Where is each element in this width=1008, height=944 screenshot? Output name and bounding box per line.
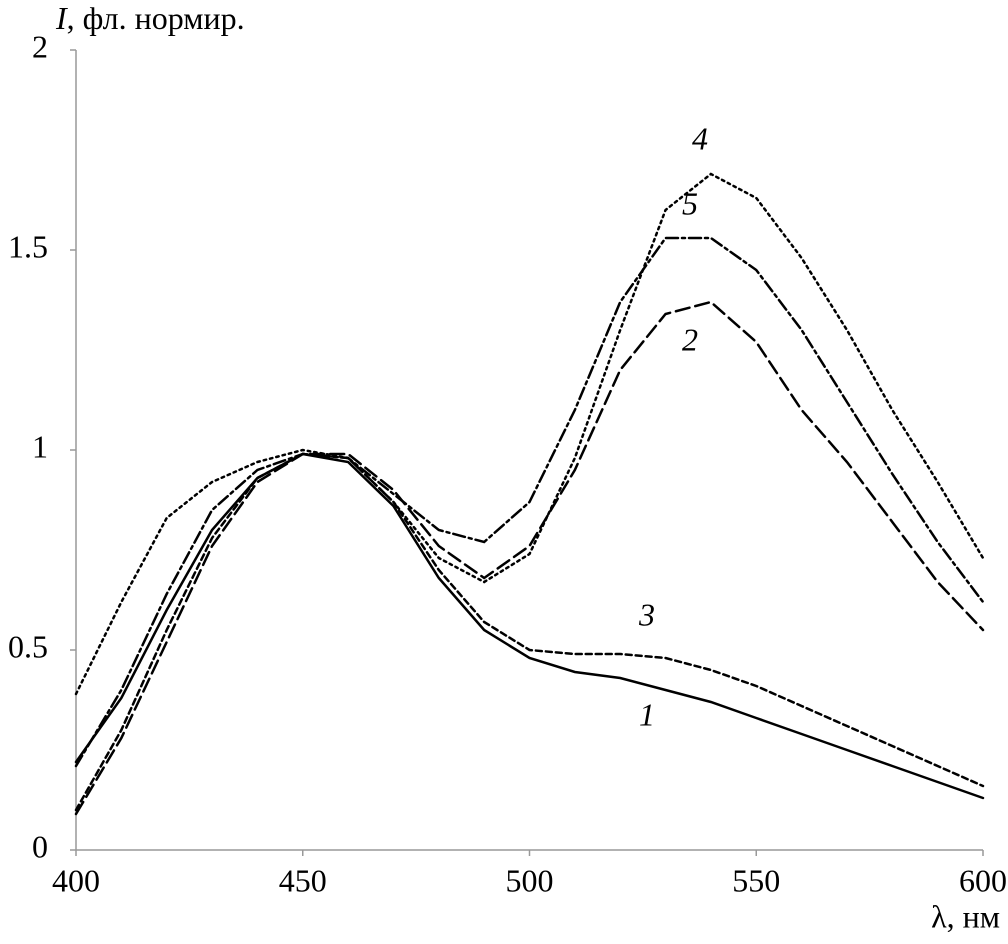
curve-label: 3 [638,596,655,632]
y-tick-label: 1.5 [8,228,48,264]
x-tick-label: 450 [279,862,327,898]
series-line [74,300,985,816]
curve-label: 5 [682,185,698,221]
x-tick-label: 400 [52,862,100,898]
x-tick-label: 500 [506,862,554,898]
y-tick-label: 2 [32,28,48,64]
y-tick-label: 1 [32,428,48,464]
series-line [74,452,985,800]
curve-label: 4 [692,120,708,156]
series-line [74,236,985,768]
x-tick-label: 600 [959,862,1007,898]
series-line [74,172,985,696]
y-tick-label: 0 [32,828,48,864]
x-tick-label: 550 [732,862,780,898]
y-tick-label: 0.5 [8,628,48,664]
curve-label: 1 [639,696,655,732]
series-line [74,452,985,812]
curve-label: 2 [682,321,698,357]
y-axis-label: I, фл. нормир. [55,0,245,36]
x-axis-label: λ, нм [931,898,1000,934]
